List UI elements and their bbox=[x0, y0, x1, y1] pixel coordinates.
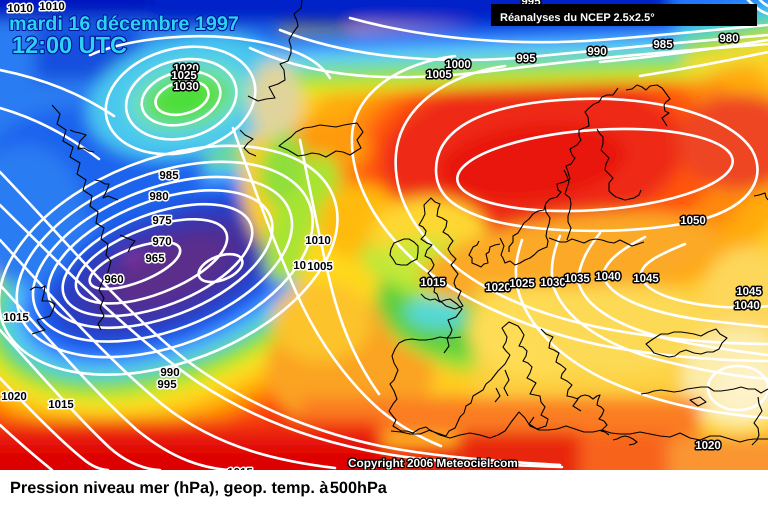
svg-text:1045: 1045 bbox=[633, 273, 659, 285]
svg-text:1030: 1030 bbox=[173, 81, 199, 93]
svg-text:995: 995 bbox=[516, 53, 536, 65]
svg-text:980: 980 bbox=[149, 191, 168, 203]
svg-text:1050: 1050 bbox=[680, 215, 706, 227]
svg-text:985: 985 bbox=[653, 39, 673, 51]
svg-text:1025: 1025 bbox=[509, 278, 535, 290]
svg-text:1015: 1015 bbox=[420, 277, 446, 289]
svg-text:1040: 1040 bbox=[734, 300, 760, 312]
svg-text:12:00 UTC: 12:00 UTC bbox=[12, 32, 127, 58]
svg-text:1020: 1020 bbox=[695, 440, 721, 452]
svg-text:995: 995 bbox=[157, 379, 177, 391]
svg-text:1010: 1010 bbox=[293, 260, 319, 272]
svg-text:1025: 1025 bbox=[171, 70, 197, 82]
svg-text:1015: 1015 bbox=[3, 312, 29, 324]
svg-text:1005: 1005 bbox=[426, 69, 452, 81]
svg-text:Réanalyses du NCEP 2.5x2.5°: Réanalyses du NCEP 2.5x2.5° bbox=[500, 12, 655, 24]
svg-text:1030: 1030 bbox=[540, 277, 566, 289]
svg-text:990: 990 bbox=[160, 367, 179, 379]
svg-text:1040: 1040 bbox=[595, 271, 621, 283]
svg-text:985: 985 bbox=[159, 170, 179, 182]
svg-text:965: 965 bbox=[145, 253, 165, 265]
svg-text:960: 960 bbox=[104, 274, 123, 286]
svg-text:1020: 1020 bbox=[173, 63, 199, 75]
svg-text:1020: 1020 bbox=[1, 391, 27, 403]
svg-text:mardi 16 décembre 1997: mardi 16 décembre 1997 bbox=[9, 13, 239, 35]
svg-text:1000: 1000 bbox=[445, 59, 471, 71]
svg-text:1015: 1015 bbox=[48, 399, 74, 411]
svg-text:1020: 1020 bbox=[485, 282, 511, 294]
svg-text:980: 980 bbox=[719, 33, 738, 45]
svg-text:1010: 1010 bbox=[7, 3, 33, 15]
svg-text:1005: 1005 bbox=[307, 261, 333, 273]
svg-text:1035: 1035 bbox=[564, 273, 590, 285]
svg-text:1045: 1045 bbox=[736, 286, 762, 298]
svg-text:Copyright 2006 Meteociel.com: Copyright 2006 Meteociel.com bbox=[348, 456, 518, 470]
svg-text:970: 970 bbox=[152, 236, 171, 248]
svg-text:1010: 1010 bbox=[305, 235, 331, 247]
svg-text:990: 990 bbox=[587, 46, 606, 58]
svg-text:1015: 1015 bbox=[227, 467, 253, 470]
svg-text:975: 975 bbox=[152, 215, 172, 227]
svg-text:1010: 1010 bbox=[39, 1, 65, 13]
